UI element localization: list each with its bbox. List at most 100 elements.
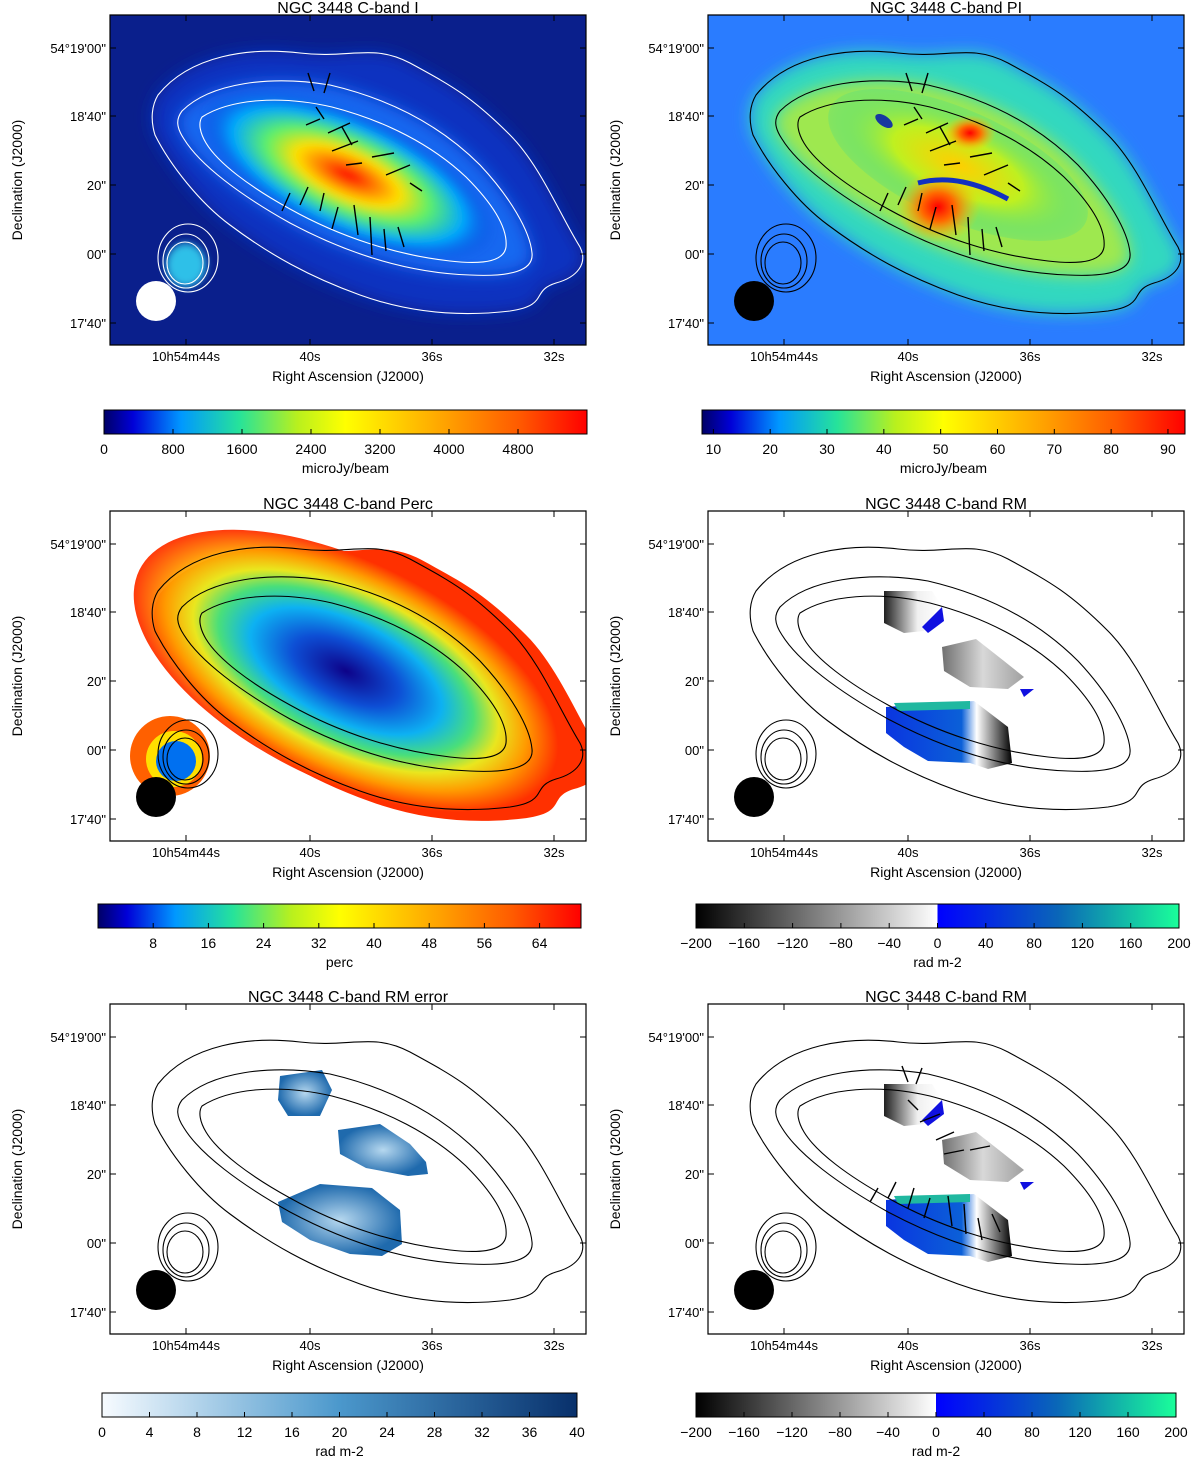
companion-contour-1 [158,1213,218,1281]
contour-outer [152,1040,583,1302]
contour-inner [798,100,1104,262]
panel-4-map [708,511,1184,841]
companion-contour-2 [761,234,807,288]
y-tick-label: 54°19'00" [50,41,106,56]
colorbar-tick-label: 1600 [226,441,257,457]
panel-3: 10h54m44s 40s 36s 32s 54°19'00" 18'40" 20" 00" 1… [9,471,602,880]
companion-contour-2 [761,730,807,784]
colorbar-tick-label: 0 [934,935,942,951]
y-tick-label: 20" [685,178,704,193]
panel-5: 10h54m44s 40s 36s 32s 54°19'00" 18'40" 20" 00" 1… [9,989,586,1373]
panel-title: NGC 3448 C-band PI [870,0,1022,17]
y-axis-label: Declination (J2000) [607,616,623,737]
plot-frame [110,15,586,345]
y-tick-label: 18'40" [668,1098,704,1113]
colorbar-tick-label: 32 [311,935,327,951]
polarization-vector [944,163,960,165]
colorbar-tick-label: −120 [777,935,809,951]
polarization-vector [316,107,324,119]
polarization-vector [914,107,922,119]
polarization-vector [898,187,906,205]
x-tick-label: 40s [300,349,321,364]
colorbar-tick-label: −160 [729,935,761,951]
y-tick-label: 18'40" [668,109,704,124]
panel-3-map [91,471,602,870]
companion-contour-3 [167,242,203,284]
colorbar-tick-label: 800 [161,441,185,457]
colorbar-label: rad m-2 [912,1443,960,1459]
polarization-vector [922,73,928,93]
y-axis-label: Declination (J2000) [9,120,25,241]
x-tick-label: 36s [422,349,443,364]
polarization-vector [916,1068,922,1084]
colorbar-tick-label: −200 [680,935,712,951]
plot-frame [110,1004,586,1334]
y-tick-label: 18'40" [70,109,106,124]
y-tick-label: 00" [685,1236,704,1251]
colorbar-tick-label: 12 [237,1424,253,1440]
map-background [110,1004,586,1334]
x-tick-label: 10h54m44s [152,349,220,364]
rm-blob-south [886,1194,1012,1262]
y-tick-label: 17'40" [668,316,704,331]
y-tick-label: 20" [87,178,106,193]
x-tick-label: 32s [544,1338,565,1353]
x-tick-label: 40s [300,845,321,860]
colorbar-tick-label: 36 [522,1424,538,1440]
polarization-vector [948,1196,952,1226]
panels: 10h54m44s 40s 36s 32s 54°19'00" 18'40" 20" 00" 1… [9,0,1191,1459]
contour-inner [798,596,1104,758]
y-tick-label: 17'40" [70,1305,106,1320]
contour-inner [200,100,506,262]
y-tick-label: 18'40" [668,605,704,620]
x-tick-label: 36s [1020,845,1041,860]
y-tick-label: 54°19'00" [50,537,106,552]
panel-6: 10h54m44s 40s 36s 32s 54°19'00" 18'40" 20" 00" 1… [607,989,1184,1373]
rm-blob-middle [942,639,1024,689]
colorbar-4: −200 −160 −120 −80 −40 0 40 80 120 160 200 rad m-2 [680,903,1191,970]
polarization-vector [944,1150,964,1154]
polarization-vector [282,193,290,211]
colorbar-tick-label: 16 [284,1424,300,1440]
x-tick-label: 40s [300,1338,321,1353]
map-image [708,15,1184,345]
y-tick-label: 00" [685,743,704,758]
contour-outer [750,1040,1181,1302]
colorbar-tick-label: 160 [1119,935,1143,951]
beam-ellipse [136,777,176,817]
colorbar-tick-label: 40 [366,935,382,951]
panel-title: NGC 3448 C-band I [277,0,418,17]
colorbar-tick-label: 20 [332,1424,348,1440]
pi-hole [875,113,893,129]
colorbar-5: 0 4 8 12 16 20 24 28 32 36 40 rad m-2 [98,1392,585,1459]
panel-title: NGC 3448 C-band Perc [263,496,433,513]
colorbar-tick-label: 4000 [433,441,464,457]
colorbar-label: microJy/beam [900,460,987,476]
companion-emission [166,243,206,287]
y-tick-label: 00" [87,1236,106,1251]
colorbar-tick-label: 120 [1068,1424,1092,1440]
colorbar-tick-label: 160 [1116,1424,1140,1440]
contour-inner [200,596,506,758]
polarization-vector [300,187,308,205]
y-tick-label: 17'40" [70,812,106,827]
colorbar-tick-label: 0 [100,441,108,457]
colorbar-tick-label: 0 [98,1424,106,1440]
y-tick-label: 17'40" [668,1305,704,1320]
colorbar-tick-label: 120 [1071,935,1095,951]
colorbar-tick-label: −80 [829,935,853,951]
panel-title: NGC 3448 C-band RM [865,989,1027,1006]
colorbar-tick-label: 32 [474,1424,490,1440]
colorbar-tick-label: −80 [828,1424,852,1440]
polarization-vector [940,127,950,145]
rm-blob-north [884,591,940,633]
x-tick-label: 10h54m44s [750,1338,818,1353]
pi-hotspot-north [944,115,996,151]
polarization-vector [908,1100,918,1110]
colorbar-tick-label: 8 [193,1424,201,1440]
panel-2-map [708,15,1184,345]
x-tick-label: 32s [1142,845,1163,860]
polarization-vector [970,153,992,157]
contour-outer [750,51,1181,313]
polarization-vector [984,165,1008,175]
